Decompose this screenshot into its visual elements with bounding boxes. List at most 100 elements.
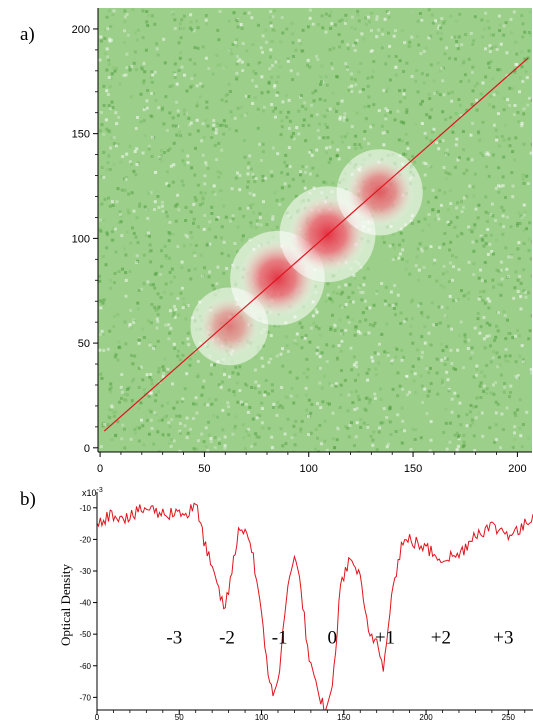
noise-pixel: [418, 12, 422, 15]
noise-pixel: [119, 346, 123, 350]
noise-pixel: [185, 416, 189, 420]
noise-pixel: [414, 428, 418, 432]
noise-pixel: [143, 205, 147, 209]
noise-pixel: [167, 184, 171, 188]
noise-pixel: [273, 84, 277, 88]
noise-pixel: [362, 283, 366, 287]
noise-pixel: [133, 428, 137, 431]
noise-pixel: [147, 319, 151, 323]
noise-pixel: [245, 112, 249, 116]
noise-pixel: [481, 153, 485, 157]
noise-pixel: [398, 384, 402, 388]
noise-pixel: [499, 222, 502, 226]
noise-pixel: [326, 282, 330, 286]
noise-pixel: [132, 321, 136, 324]
noise-pixel: [308, 172, 312, 176]
noise-pixel: [389, 290, 393, 294]
noise-pixel: [437, 209, 440, 213]
noise-pixel: [114, 433, 118, 437]
noise-pixel: [498, 68, 502, 72]
noise-pixel: [222, 119, 226, 123]
noise-pixel: [137, 337, 141, 341]
noise-pixel: [385, 416, 389, 419]
noise-pixel: [179, 26, 182, 30]
noise-pixel: [419, 247, 423, 251]
noise-pixel: [268, 15, 272, 19]
noise-pixel: [125, 230, 129, 234]
noise-pixel: [300, 419, 304, 423]
noise-pixel: [359, 62, 363, 66]
noise-pixel: [98, 274, 102, 278]
noise-pixel: [132, 377, 136, 381]
noise-pixel: [357, 19, 361, 23]
noise-pixel: [309, 431, 313, 435]
noise-pixel: [175, 100, 179, 104]
noise-pixel: [145, 99, 149, 103]
noise-pixel: [124, 177, 128, 181]
noise-pixel: [335, 357, 339, 361]
noise-pixel: [192, 251, 196, 255]
noise-pixel: [416, 247, 420, 251]
noise-pixel: [258, 391, 262, 395]
noise-pixel: [168, 147, 172, 151]
noise-pixel: [255, 222, 259, 226]
noise-pixel: [322, 180, 326, 184]
noise-pixel: [105, 127, 109, 131]
noise-pixel: [239, 400, 243, 404]
noise-pixel: [120, 396, 123, 400]
noise-pixel: [429, 245, 433, 249]
noise-pixel: [312, 99, 316, 103]
noise-pixel: [420, 355, 424, 359]
noise-pixel: [271, 215, 275, 219]
noise-pixel: [304, 334, 308, 337]
noise-pixel: [272, 9, 276, 13]
noise-pixel: [460, 210, 464, 214]
noise-pixel: [251, 173, 255, 176]
noise-pixel: [160, 159, 164, 163]
noise-pixel: [99, 35, 103, 39]
noise-pixel: [443, 19, 447, 23]
noise-pixel: [470, 418, 474, 422]
noise-pixel: [325, 83, 329, 87]
noise-pixel: [304, 170, 308, 174]
noise-pixel: [292, 137, 296, 141]
noise-pixel: [326, 136, 330, 140]
noise-pixel: [130, 402, 134, 405]
noise-pixel: [183, 424, 187, 428]
noise-pixel: [135, 38, 139, 42]
noise-pixel: [235, 19, 239, 23]
noise-pixel: [130, 379, 134, 383]
noise-pixel: [136, 307, 140, 311]
noise-pixel: [472, 273, 476, 277]
noise-pixel: [196, 359, 200, 363]
noise-pixel: [353, 48, 357, 52]
noise-pixel: [417, 278, 420, 282]
noise-pixel: [212, 184, 216, 188]
noise-pixel: [169, 444, 173, 448]
noise-pixel: [139, 92, 143, 96]
noise-pixel: [111, 106, 115, 110]
noise-pixel: [109, 386, 113, 389]
noise-pixel: [286, 417, 290, 421]
noise-pixel: [518, 90, 521, 94]
noise-pixel: [340, 99, 344, 103]
noise-pixel: [460, 232, 464, 236]
noise-pixel: [291, 78, 295, 82]
noise-pixel: [291, 41, 295, 45]
noise-pixel: [329, 10, 333, 14]
noise-pixel: [125, 66, 129, 70]
noise-pixel: [499, 260, 503, 264]
noise-pixel: [123, 398, 127, 402]
noise-pixel: [216, 215, 220, 219]
noise-pixel: [127, 192, 131, 196]
noise-pixel: [215, 282, 219, 286]
noise-pixel: [489, 360, 493, 364]
noise-pixel: [314, 325, 318, 329]
noise-pixel: [504, 354, 508, 358]
y-tick-label-a: 200: [72, 24, 90, 36]
noise-pixel: [472, 262, 476, 266]
noise-pixel: [157, 307, 160, 311]
noise-pixel: [368, 306, 372, 310]
noise-pixel: [267, 392, 270, 396]
